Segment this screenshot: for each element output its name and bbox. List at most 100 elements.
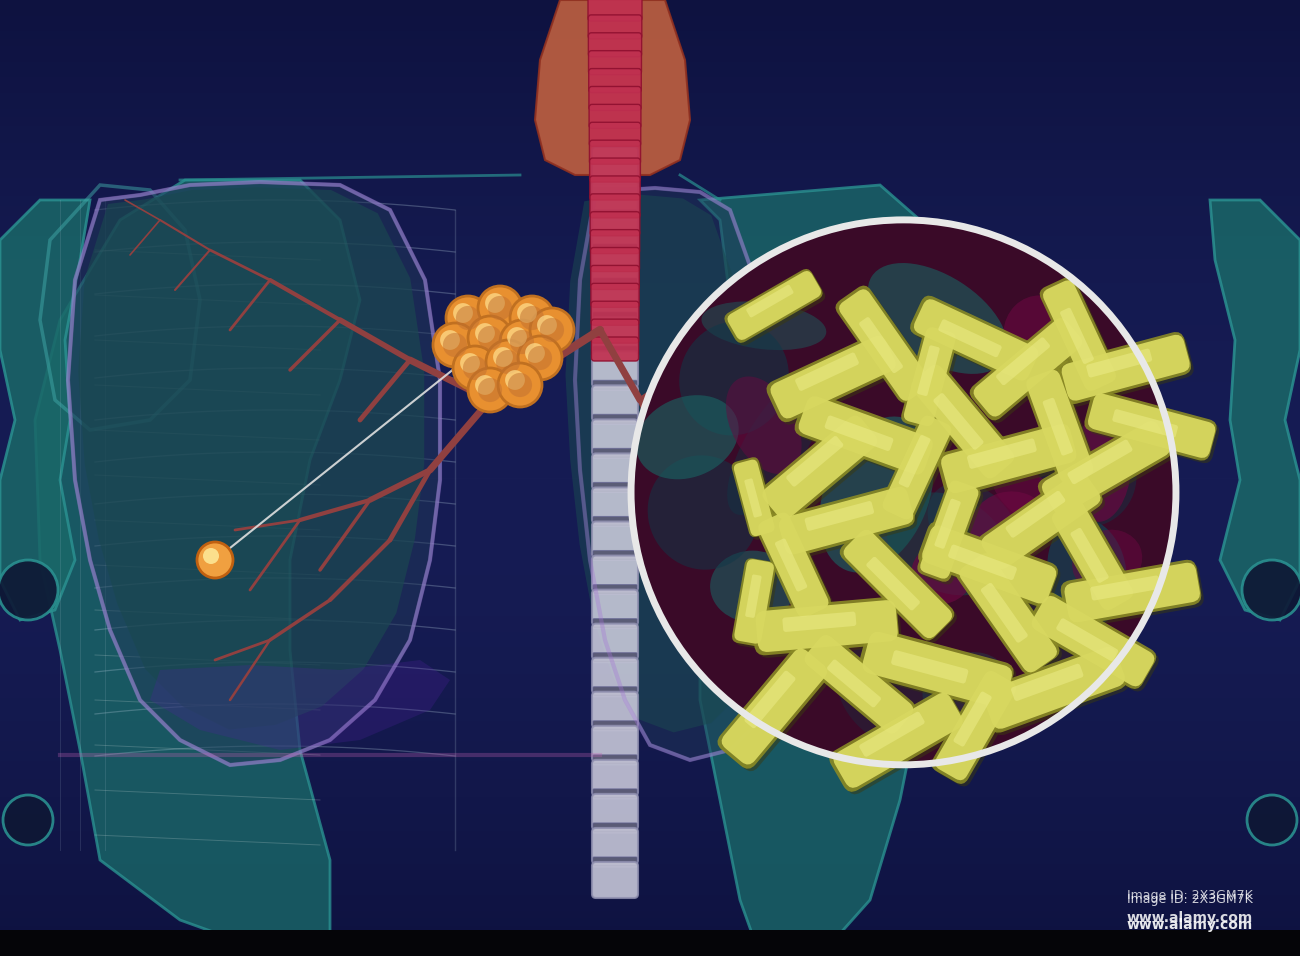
FancyBboxPatch shape (775, 538, 807, 592)
Circle shape (1242, 560, 1300, 620)
Circle shape (433, 323, 477, 367)
FancyBboxPatch shape (1067, 440, 1132, 485)
FancyBboxPatch shape (1026, 370, 1093, 483)
FancyBboxPatch shape (593, 653, 637, 663)
FancyBboxPatch shape (593, 516, 637, 527)
FancyBboxPatch shape (592, 453, 638, 489)
FancyBboxPatch shape (592, 828, 638, 864)
FancyBboxPatch shape (592, 147, 638, 183)
Circle shape (630, 220, 1176, 765)
Ellipse shape (1040, 426, 1136, 527)
Polygon shape (575, 188, 775, 760)
FancyBboxPatch shape (974, 319, 1087, 423)
FancyBboxPatch shape (1023, 366, 1096, 485)
FancyBboxPatch shape (592, 692, 638, 728)
Ellipse shape (992, 466, 1070, 531)
FancyBboxPatch shape (590, 266, 640, 290)
FancyBboxPatch shape (941, 424, 1076, 493)
Circle shape (198, 542, 233, 578)
FancyBboxPatch shape (796, 353, 859, 391)
FancyBboxPatch shape (592, 317, 638, 353)
FancyBboxPatch shape (593, 176, 637, 186)
FancyBboxPatch shape (732, 457, 776, 537)
FancyBboxPatch shape (859, 711, 924, 757)
FancyBboxPatch shape (836, 286, 932, 402)
Ellipse shape (710, 551, 796, 622)
Circle shape (486, 340, 530, 384)
FancyBboxPatch shape (1043, 280, 1121, 395)
FancyBboxPatch shape (767, 333, 897, 423)
FancyBboxPatch shape (728, 272, 826, 345)
FancyBboxPatch shape (592, 623, 638, 660)
FancyBboxPatch shape (844, 530, 957, 643)
FancyBboxPatch shape (593, 483, 637, 492)
FancyBboxPatch shape (593, 380, 637, 390)
Ellipse shape (923, 652, 1008, 722)
FancyBboxPatch shape (590, 211, 640, 236)
FancyBboxPatch shape (728, 271, 822, 340)
FancyBboxPatch shape (922, 525, 1061, 609)
FancyBboxPatch shape (911, 364, 1014, 478)
FancyBboxPatch shape (590, 248, 640, 272)
FancyBboxPatch shape (859, 317, 904, 373)
FancyBboxPatch shape (786, 436, 844, 487)
FancyBboxPatch shape (840, 526, 954, 641)
FancyBboxPatch shape (935, 673, 1020, 787)
FancyBboxPatch shape (589, 69, 641, 93)
FancyBboxPatch shape (883, 416, 952, 519)
FancyBboxPatch shape (858, 628, 1014, 710)
FancyBboxPatch shape (592, 726, 638, 762)
Polygon shape (566, 195, 754, 732)
FancyBboxPatch shape (916, 345, 940, 396)
Circle shape (525, 343, 545, 363)
FancyBboxPatch shape (970, 315, 1084, 421)
FancyBboxPatch shape (920, 483, 983, 584)
FancyBboxPatch shape (824, 416, 893, 451)
FancyBboxPatch shape (592, 590, 638, 625)
FancyBboxPatch shape (914, 299, 1039, 380)
FancyBboxPatch shape (593, 686, 637, 697)
FancyBboxPatch shape (593, 244, 637, 254)
FancyBboxPatch shape (905, 330, 961, 432)
FancyBboxPatch shape (593, 619, 637, 629)
FancyBboxPatch shape (959, 554, 1057, 672)
Circle shape (460, 353, 480, 373)
FancyBboxPatch shape (593, 823, 637, 833)
Ellipse shape (868, 263, 1008, 374)
Circle shape (507, 327, 526, 347)
Circle shape (3, 795, 53, 845)
FancyBboxPatch shape (593, 551, 637, 560)
Polygon shape (35, 180, 360, 956)
FancyBboxPatch shape (771, 336, 896, 419)
FancyBboxPatch shape (922, 526, 1057, 603)
FancyBboxPatch shape (589, 141, 641, 164)
Circle shape (520, 306, 545, 330)
Ellipse shape (837, 647, 937, 747)
FancyBboxPatch shape (592, 319, 638, 343)
FancyBboxPatch shape (592, 488, 638, 524)
Circle shape (506, 370, 525, 390)
Ellipse shape (928, 482, 1018, 571)
Circle shape (446, 296, 490, 340)
FancyBboxPatch shape (592, 555, 638, 592)
FancyBboxPatch shape (1032, 596, 1154, 686)
FancyBboxPatch shape (844, 530, 952, 639)
Circle shape (478, 286, 523, 330)
FancyBboxPatch shape (1056, 619, 1118, 662)
FancyBboxPatch shape (592, 215, 638, 251)
Circle shape (530, 308, 575, 352)
FancyBboxPatch shape (745, 671, 796, 728)
FancyBboxPatch shape (593, 721, 637, 730)
Circle shape (443, 333, 467, 358)
FancyBboxPatch shape (1005, 490, 1066, 538)
FancyBboxPatch shape (755, 600, 901, 658)
FancyBboxPatch shape (783, 612, 857, 632)
FancyBboxPatch shape (589, 104, 641, 128)
FancyBboxPatch shape (918, 522, 1058, 606)
Text: www.alamy.com: www.alamy.com (1127, 918, 1253, 932)
FancyBboxPatch shape (593, 857, 637, 867)
Polygon shape (150, 660, 450, 750)
FancyBboxPatch shape (775, 484, 915, 558)
FancyBboxPatch shape (979, 644, 1127, 732)
FancyBboxPatch shape (829, 690, 965, 792)
